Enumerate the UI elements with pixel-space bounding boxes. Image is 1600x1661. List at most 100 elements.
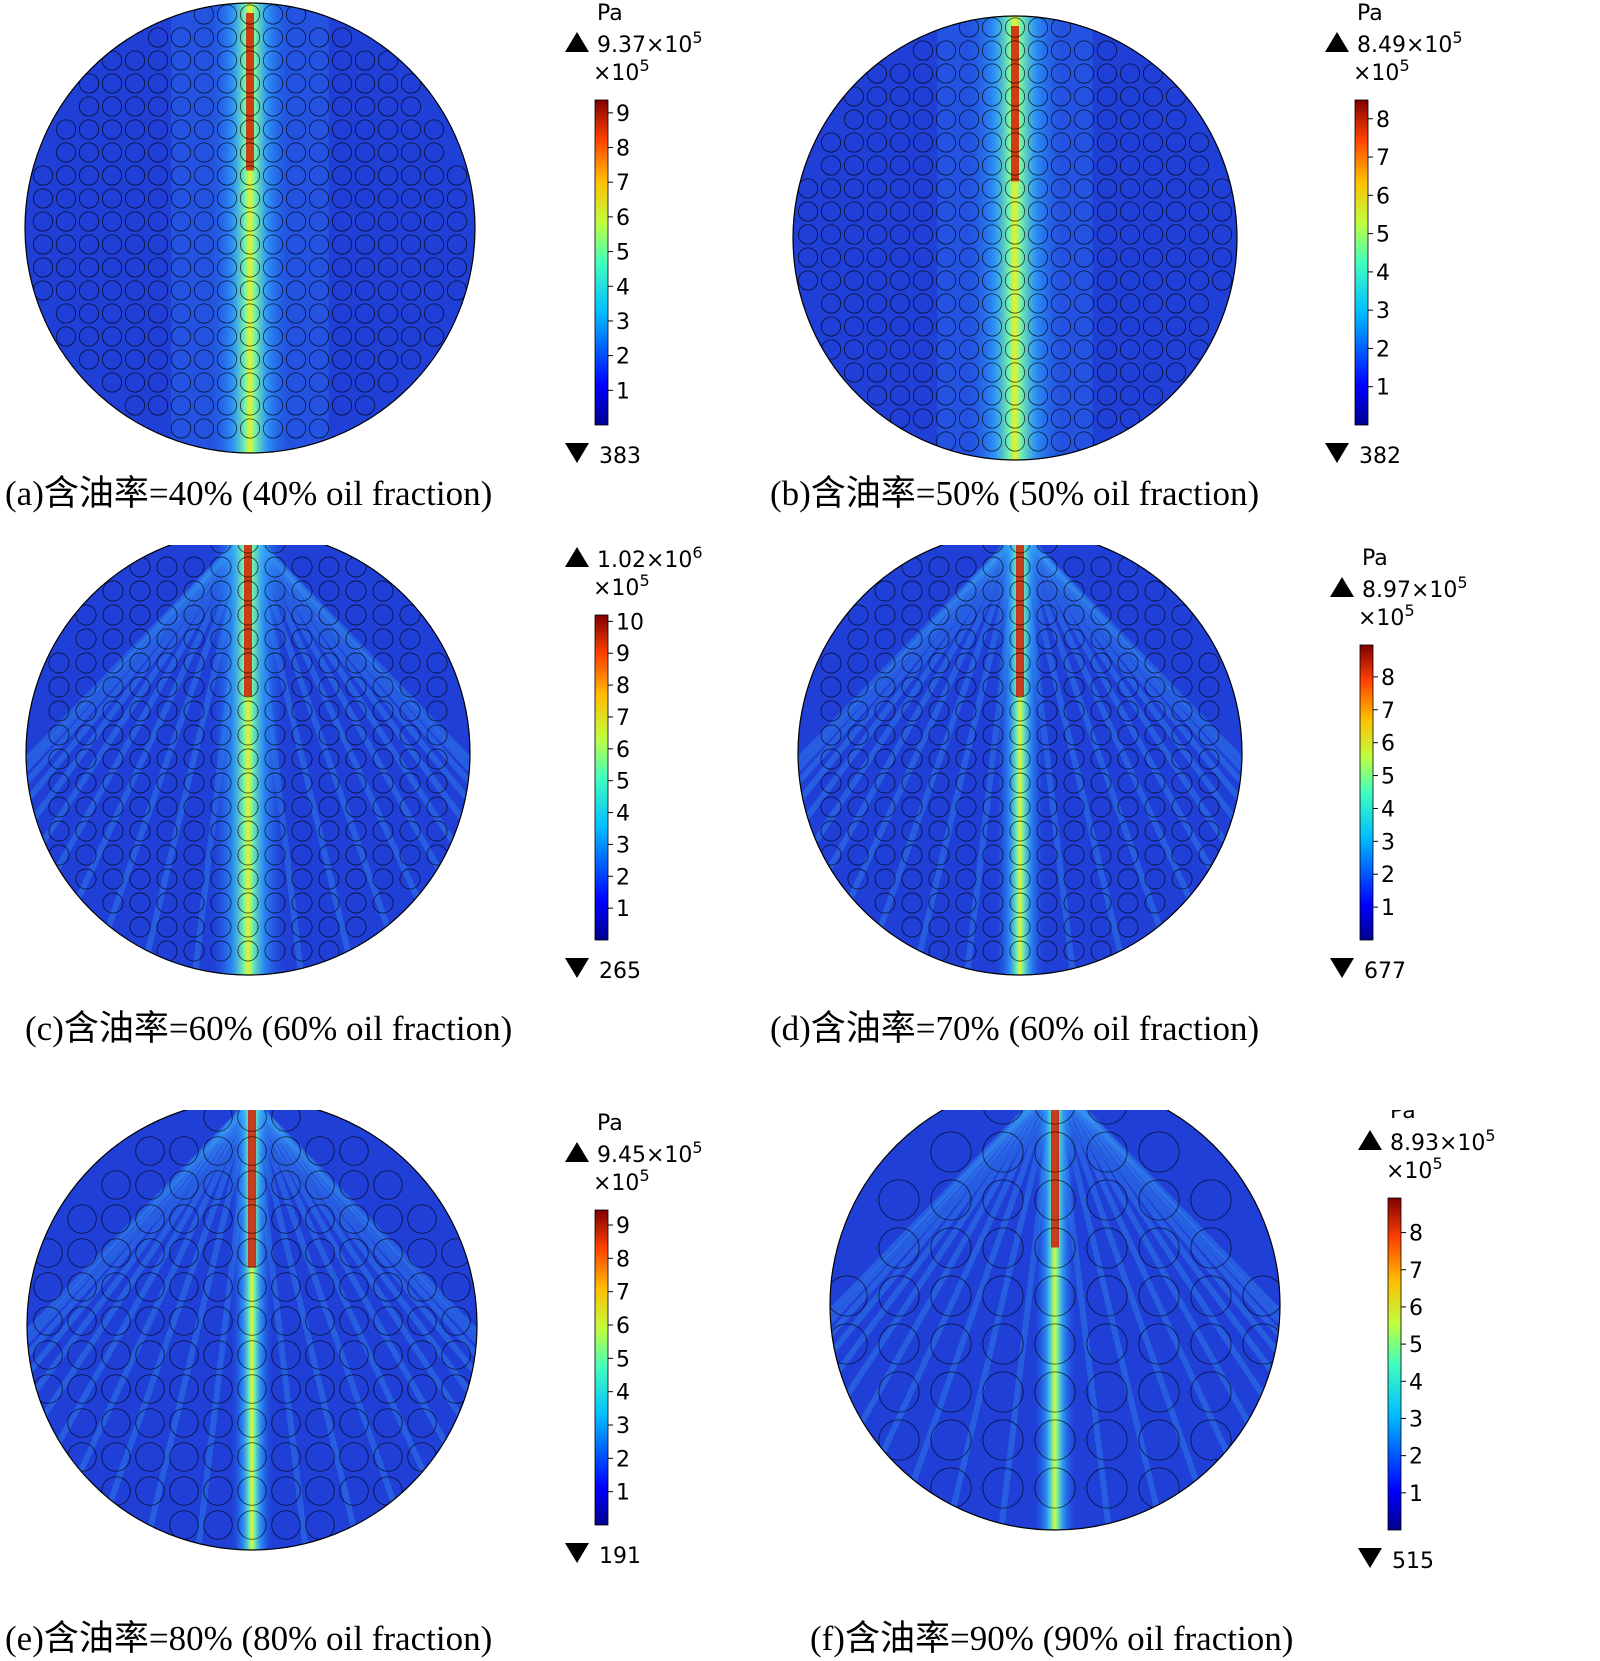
droplet-outline	[339, 1340, 369, 1370]
droplet-outline	[377, 372, 399, 393]
droplet-outline	[210, 892, 232, 914]
droplet-outline	[1004, 339, 1026, 360]
droplet-outline	[399, 844, 421, 866]
droplet-outline	[1138, 1179, 1180, 1221]
colorbar-tick-label: 1	[616, 379, 630, 404]
droplet-outline	[1027, 270, 1049, 291]
droplet-outline	[1090, 820, 1112, 842]
colorbar-tick-label: 3	[616, 1414, 630, 1439]
droplet-outline	[216, 119, 238, 140]
droplet-outline	[102, 676, 124, 698]
droplet-outline	[156, 604, 178, 626]
droplet-outline	[843, 247, 865, 268]
droplet-outline	[1009, 545, 1031, 554]
droplet-outline	[239, 303, 261, 324]
droplet-outline	[1198, 700, 1220, 722]
droplet-outline	[874, 868, 896, 890]
droplet-outline	[271, 1136, 301, 1166]
droplet-outline	[237, 892, 259, 914]
droplet-outline	[982, 748, 1004, 770]
droplet-outline	[32, 257, 54, 278]
droplet-outline	[101, 1340, 131, 1370]
droplet-outline	[210, 916, 232, 938]
droplet-outline	[982, 844, 1004, 866]
droplet-outline	[1063, 676, 1085, 698]
droplet-outline	[102, 604, 124, 626]
colorbar-tick-label: 4	[1381, 797, 1395, 822]
droplet-outline	[308, 27, 330, 48]
droplet-outline	[928, 556, 950, 578]
droplet-outline	[308, 395, 330, 416]
droplet-outline	[1119, 132, 1141, 153]
droplet-outline	[1142, 385, 1164, 406]
droplet-outline	[407, 1408, 437, 1438]
droplet-outline	[1073, 339, 1095, 360]
droplet-outline	[75, 844, 97, 866]
droplet-outline	[372, 772, 394, 794]
min-arrow-icon	[565, 443, 589, 463]
droplet-outline	[930, 1323, 972, 1365]
droplet-outline	[262, 211, 284, 232]
droplet-outline	[1198, 772, 1220, 794]
droplet-outline	[264, 676, 286, 698]
droplet-outline	[305, 1476, 335, 1506]
max-value-label: 9.45×105	[597, 1138, 703, 1168]
droplet-outline	[216, 280, 238, 301]
colorbar-tick-label: 6	[616, 738, 630, 763]
droplet-outline	[1073, 40, 1095, 61]
droplet-outline	[1086, 1227, 1128, 1269]
droplet-outline	[935, 270, 957, 291]
droplet-outline	[377, 303, 399, 324]
droplet-outline	[78, 96, 100, 117]
droplet-outline	[1117, 796, 1139, 818]
droplet-outline	[820, 247, 842, 268]
droplet-outline	[101, 1374, 131, 1404]
droplet-outline	[239, 96, 261, 117]
panel-f: 1 2 3 4 5 6 7 8 Pa 8.93×105 ×105 515 (f)含油率=90% (90%…	[810, 1110, 1600, 1660]
droplet-outline	[169, 1306, 199, 1336]
droplet-outline	[1036, 916, 1058, 938]
droplet-outline	[1036, 892, 1058, 914]
scale-label: ×105	[593, 1166, 650, 1196]
droplet-outline	[318, 844, 340, 866]
droplet-outline	[156, 580, 178, 602]
droplet-outline	[271, 1238, 301, 1268]
droplet-outline	[1086, 1179, 1128, 1221]
droplet-outline	[339, 1476, 369, 1506]
droplet-outline	[216, 27, 238, 48]
droplet-outline	[1004, 109, 1026, 130]
droplet-outline	[203, 1170, 233, 1200]
droplet-outline	[1004, 86, 1026, 107]
droplet-outline	[1063, 820, 1085, 842]
droplet-outline	[958, 270, 980, 291]
panel-b: 1 2 3 4 5 6 7 8 Pa 8.49×105 ×105 382 (b)含油率=50% (50%…	[770, 0, 1570, 550]
max-arrow-icon	[565, 32, 589, 52]
droplet-outline	[339, 1204, 369, 1234]
droplet-outline	[237, 604, 259, 626]
droplet-outline	[1063, 628, 1085, 650]
colorbar-tick-label: 2	[1409, 1445, 1423, 1470]
droplet-outline	[1142, 155, 1164, 176]
droplet-outline	[1242, 1323, 1280, 1365]
droplet-outline	[102, 748, 124, 770]
droplet-outline	[847, 676, 869, 698]
droplet-outline	[1027, 408, 1049, 429]
droplet-outline	[1188, 293, 1210, 314]
droplet-outline	[843, 316, 865, 337]
droplet-outline	[101, 257, 123, 278]
droplet-outline	[285, 372, 307, 393]
droplet-outline	[262, 372, 284, 393]
droplet-outline	[147, 50, 169, 71]
droplet-outline	[102, 844, 124, 866]
droplet-outline	[237, 1306, 267, 1336]
droplet-outline	[203, 1442, 233, 1472]
droplet-outline	[216, 188, 238, 209]
droplet-outline	[193, 326, 215, 347]
droplet-outline	[193, 50, 215, 71]
droplet-outline	[1050, 224, 1072, 245]
droplet-outline	[305, 1204, 335, 1234]
colorbar-tick-label: 3	[1376, 299, 1390, 324]
droplet-outline	[1165, 201, 1187, 222]
droplet-outline	[308, 372, 330, 393]
min-arrow-icon	[565, 1543, 589, 1563]
